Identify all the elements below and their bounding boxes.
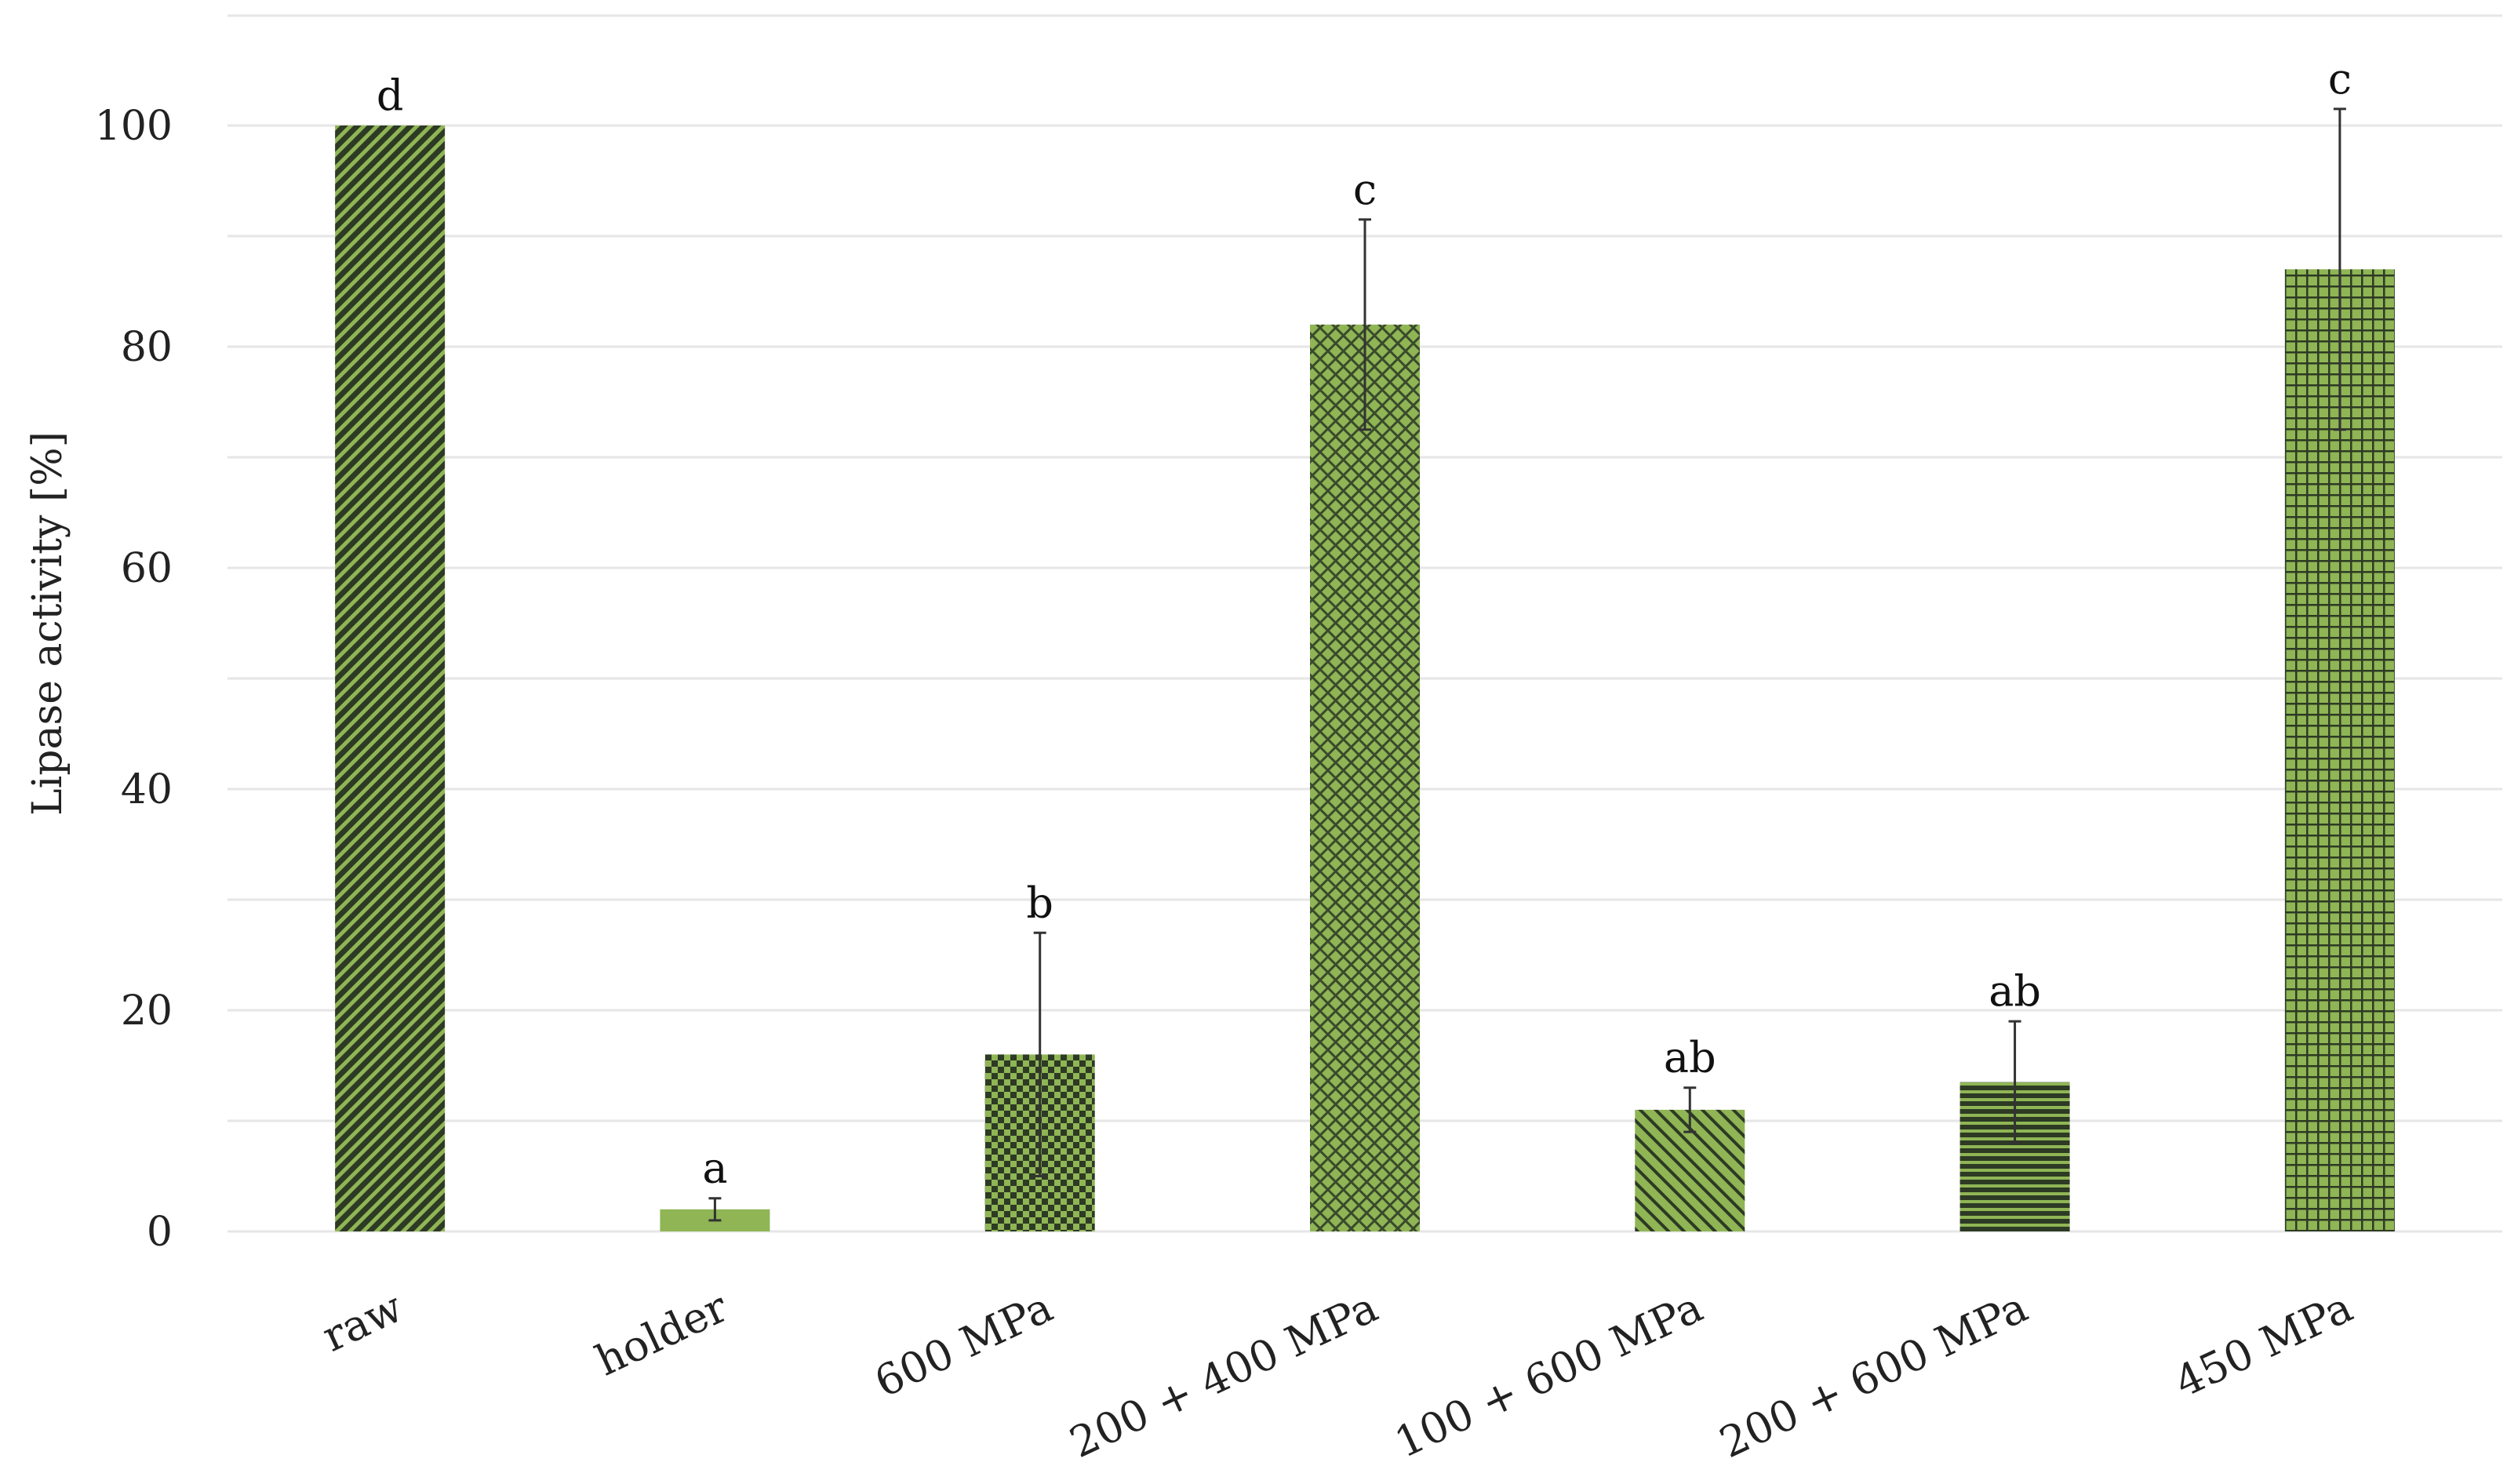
significance-label: ab bbox=[1989, 966, 2041, 1016]
y-tick-label: 60 bbox=[121, 545, 173, 592]
y-tick-label: 80 bbox=[121, 324, 173, 371]
x-tick-label: holder bbox=[588, 1282, 735, 1386]
x-tick-label: 450 MPa bbox=[2167, 1282, 2360, 1407]
significance-label: a bbox=[702, 1144, 727, 1193]
x-tick-label: 100 + 600 MPa bbox=[1388, 1282, 1710, 1468]
bars bbox=[335, 125, 2395, 1231]
bar bbox=[335, 125, 446, 1231]
significance-label: d bbox=[377, 71, 404, 120]
y-tick-label: 0 bbox=[147, 1209, 173, 1256]
significance-label: c bbox=[2328, 54, 2352, 104]
error-bars bbox=[708, 107, 2346, 1222]
bar bbox=[1310, 324, 1420, 1231]
y-tick-label: 20 bbox=[121, 988, 173, 1035]
y-axis-title: Lipase activity [%] bbox=[24, 431, 71, 816]
significance-label: b bbox=[1026, 878, 1053, 927]
x-tick-label: raw bbox=[315, 1282, 410, 1362]
y-tick-label: 100 bbox=[95, 103, 173, 150]
x-axis-labels: raw holder 600 MPa 200 + 400 MPa 100 + 600 M… bbox=[315, 1282, 2360, 1468]
significance-label: ab bbox=[1664, 1033, 1716, 1082]
x-tick-label: 200 + 400 MPa bbox=[1062, 1282, 1385, 1468]
x-tick-label: 600 MPa bbox=[868, 1282, 1061, 1407]
significance-label: c bbox=[1353, 165, 1377, 214]
y-axis-ticks: 0 20 40 60 80 100 bbox=[95, 103, 173, 1256]
x-tick-label: 200 + 600 MPa bbox=[1712, 1282, 2035, 1468]
y-tick-label: 40 bbox=[121, 766, 173, 813]
